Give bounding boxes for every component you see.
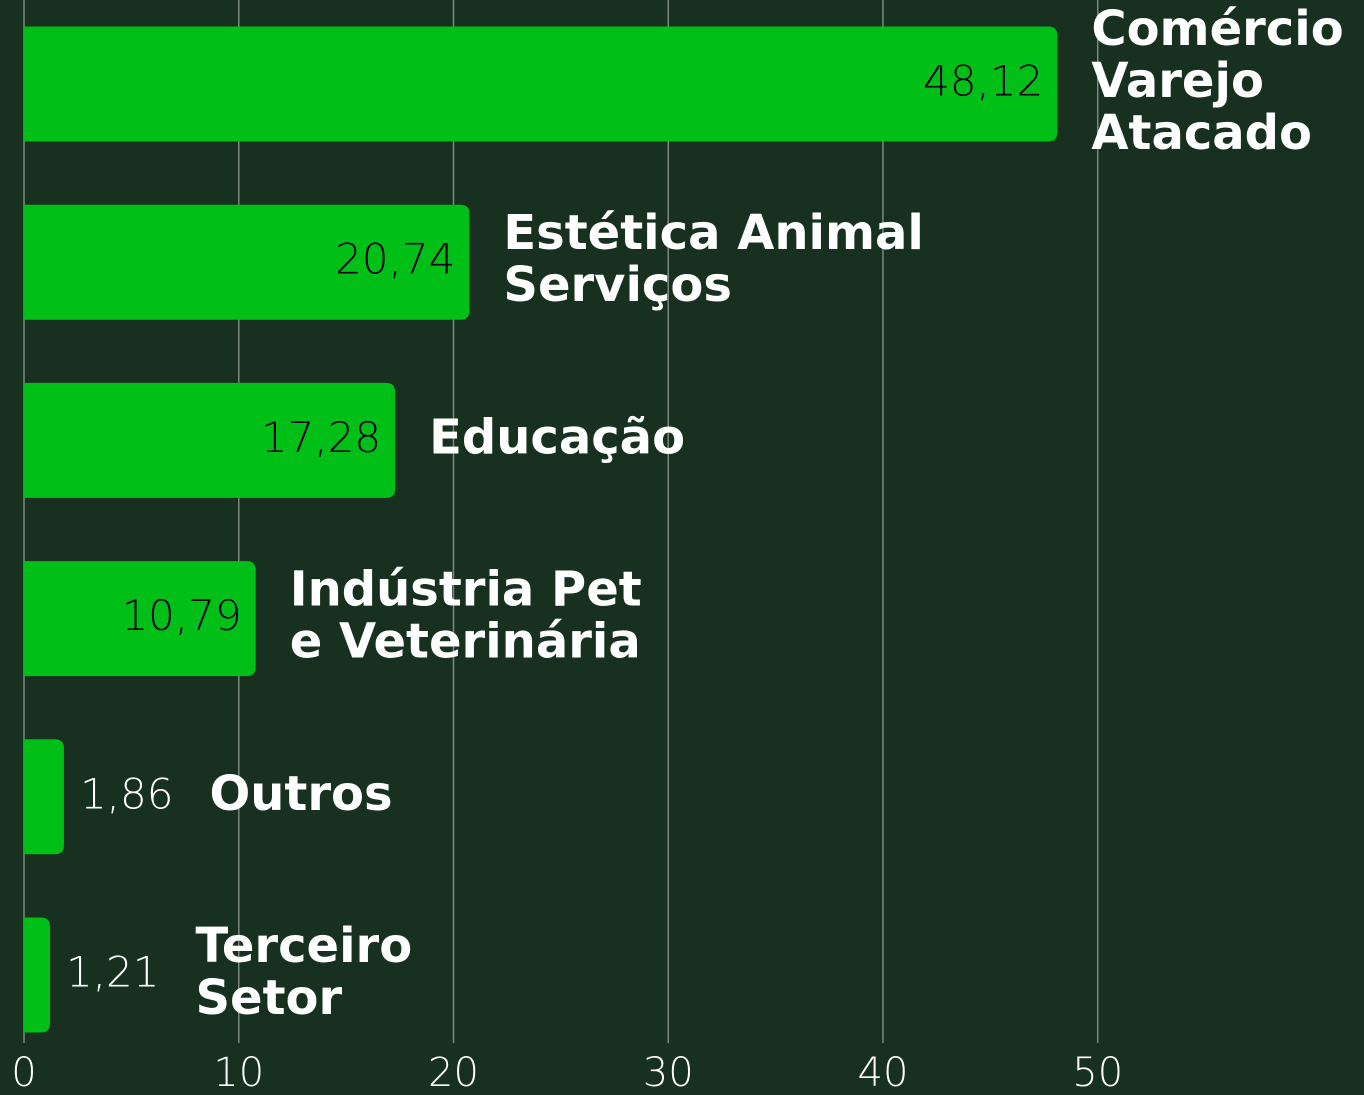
bar	[24, 26, 1058, 142]
bar	[24, 739, 64, 855]
x-tick-label: 20	[428, 1050, 479, 1095]
category-label: Terceiro	[195, 918, 412, 974]
value-label: 20,74	[335, 235, 455, 284]
x-tick-label: 0	[11, 1050, 36, 1095]
x-tick-label: 40	[858, 1050, 909, 1095]
category-label: Estética Animal	[503, 205, 923, 261]
category-label: Indústria Pet	[290, 562, 642, 618]
bar	[24, 382, 396, 498]
category-label: Setor	[195, 970, 342, 1026]
category-label: Varejo	[1091, 53, 1264, 109]
value-label: 17,28	[261, 413, 381, 462]
category-label: Atacado	[1091, 105, 1312, 161]
category-label: Educação	[429, 409, 685, 465]
category-label: Serviços	[503, 257, 732, 313]
x-tick-label: 10	[213, 1050, 264, 1095]
bar	[24, 917, 50, 1033]
bar	[24, 561, 256, 677]
value-label: 1,86	[80, 769, 174, 818]
category-label: Outros	[209, 766, 392, 822]
category-label: Comércio	[1091, 1, 1343, 57]
category-label: e Veterinária	[290, 614, 641, 670]
x-tick-label: 30	[643, 1050, 694, 1095]
value-label: 48,12	[923, 57, 1043, 106]
bar	[24, 204, 470, 320]
value-label: 1,21	[66, 948, 160, 997]
x-tick-label: 50	[1072, 1050, 1123, 1095]
value-label: 10,79	[121, 591, 241, 640]
